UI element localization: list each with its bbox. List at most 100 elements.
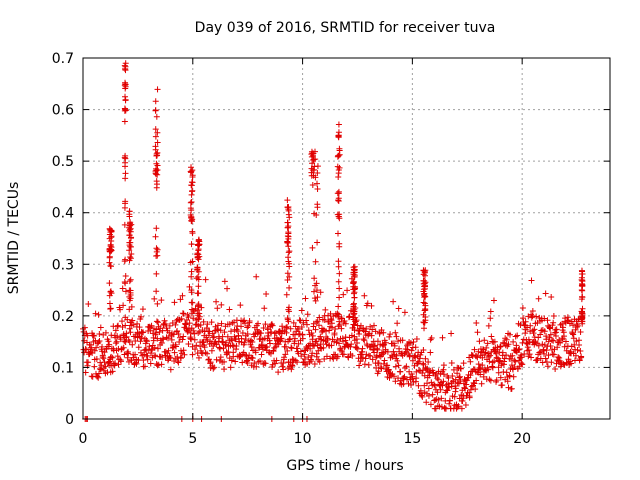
data-point — [165, 335, 172, 342]
data-point — [174, 358, 181, 365]
data-point — [286, 263, 293, 270]
data-point — [309, 244, 316, 251]
data-point — [537, 331, 544, 338]
data-point — [257, 330, 264, 337]
data-point — [183, 317, 190, 324]
data-point — [153, 151, 160, 158]
data-point — [346, 313, 353, 320]
data-point — [399, 337, 406, 344]
data-point — [195, 354, 202, 361]
data-point — [479, 362, 486, 369]
data-point — [395, 338, 402, 345]
data-point — [188, 198, 195, 205]
data-point — [107, 288, 114, 295]
data-point — [92, 310, 99, 317]
data-point — [228, 328, 235, 335]
data-point — [313, 280, 320, 287]
data-point — [419, 393, 426, 400]
data-point — [106, 341, 113, 348]
data-point — [543, 347, 550, 354]
data-point — [253, 273, 260, 280]
data-point — [270, 348, 277, 355]
data-point — [121, 351, 128, 358]
data-point — [541, 341, 548, 348]
data-point — [277, 336, 284, 343]
data-point — [275, 369, 282, 376]
data-point — [522, 318, 529, 325]
data-point — [298, 353, 305, 360]
data-point — [226, 306, 233, 313]
data-point — [309, 150, 316, 157]
data-point — [303, 321, 310, 328]
data-point — [409, 375, 416, 382]
data-point — [124, 354, 131, 361]
data-point — [328, 342, 335, 349]
data-point — [467, 358, 474, 365]
data-point — [577, 329, 584, 336]
data-point — [429, 391, 436, 398]
data-point — [106, 254, 113, 261]
data-point — [195, 273, 202, 280]
data-point — [371, 342, 378, 349]
data-point — [490, 297, 497, 304]
data-point — [422, 282, 429, 289]
data-point — [474, 329, 481, 336]
data-point — [350, 266, 357, 273]
data-point — [95, 311, 102, 318]
data-point — [152, 133, 159, 140]
data-point — [173, 343, 180, 350]
data-point — [456, 374, 463, 381]
y-axis-label: SRMTID / TECUs — [6, 182, 22, 295]
data-point — [462, 402, 469, 409]
data-point — [395, 375, 402, 382]
data-point — [397, 368, 404, 375]
data-point — [351, 285, 358, 292]
data-point — [272, 360, 279, 367]
data-point — [448, 360, 455, 367]
data-point — [471, 346, 478, 353]
data-point — [466, 354, 473, 361]
data-point — [269, 361, 276, 368]
data-point — [140, 329, 147, 336]
data-point — [392, 378, 399, 385]
data-point — [523, 340, 530, 347]
data-point — [299, 335, 306, 342]
data-point — [542, 355, 549, 362]
data-point — [477, 365, 484, 372]
data-point — [214, 322, 221, 329]
data-point — [466, 394, 473, 401]
data-point — [217, 327, 224, 334]
data-point — [188, 273, 195, 280]
data-point — [154, 335, 161, 342]
data-point — [441, 404, 448, 411]
data-point — [338, 347, 345, 354]
data-point — [82, 369, 89, 376]
data-point — [310, 323, 317, 330]
data-point — [468, 383, 475, 390]
data-point — [579, 287, 586, 294]
data-point — [139, 306, 146, 313]
data-point — [108, 233, 115, 240]
data-point — [223, 339, 230, 346]
data-point — [235, 332, 242, 339]
data-point — [338, 315, 345, 322]
data-point — [109, 354, 116, 361]
data-point — [284, 197, 291, 204]
data-point — [152, 98, 159, 105]
data-point — [226, 321, 233, 328]
data-point — [514, 332, 521, 339]
data-point — [544, 317, 551, 324]
data-point — [152, 107, 159, 114]
data-point — [96, 338, 103, 345]
data-point — [217, 354, 224, 361]
data-point — [565, 317, 572, 324]
data-point — [401, 309, 408, 316]
data-point — [421, 292, 428, 299]
data-point — [360, 354, 367, 361]
data-point — [158, 361, 165, 368]
data-point — [541, 350, 548, 357]
data-point — [373, 365, 380, 372]
data-point — [412, 352, 419, 359]
data-point — [195, 283, 202, 290]
